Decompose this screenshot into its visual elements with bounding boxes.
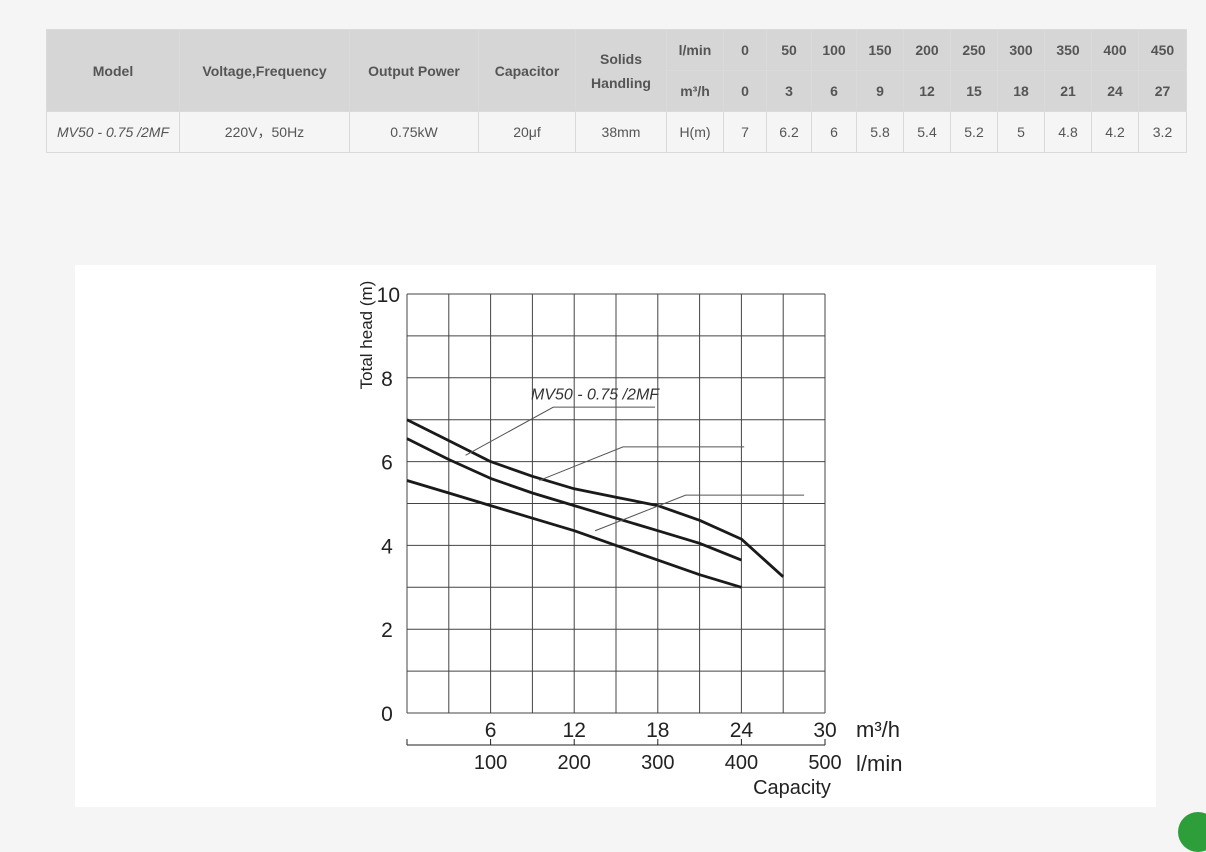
- th-flow-lmin: 250: [950, 29, 998, 71]
- cell-unit: H(m): [666, 111, 724, 153]
- th-unit-lmin: l/min: [666, 29, 724, 71]
- cell-head: 3.2: [1138, 111, 1187, 153]
- th-flow-m3h: 24: [1091, 70, 1139, 112]
- x-tick-label: 6: [485, 719, 497, 742]
- th-flow-lmin: 350: [1044, 29, 1092, 71]
- x-tick-label-secondary: 100: [474, 752, 507, 774]
- x-unit-secondary: l/min: [856, 751, 902, 776]
- cell-head: 5: [997, 111, 1045, 153]
- x-unit-primary: m³/h: [856, 717, 900, 742]
- chart-panel: 0 2 4 6 8 10 6 12 18 24 30 m³/h 100 200 300 400 500 MV50 …: [75, 265, 1156, 807]
- th-flow-lmin: 50: [766, 29, 812, 71]
- th-solids: Solids Handling: [575, 29, 667, 112]
- y-tick-label: 4: [381, 535, 393, 558]
- cell-head: 7: [723, 111, 767, 153]
- spec-table: Model Voltage,Frequency Output Power Cap…: [46, 29, 1187, 153]
- chart-series: [406, 406, 805, 589]
- cell-head: 6: [811, 111, 857, 153]
- cell-power: 0.75kW: [349, 111, 479, 153]
- header-row-m3h: m³/h 0 3 6 9 12 15 18 21 24 27: [47, 70, 1187, 112]
- th-model: Model: [46, 29, 180, 112]
- series-line: [406, 437, 742, 562]
- cell-head: 5.2: [950, 111, 998, 153]
- annotation-label: MV50 - 0.75 /2MF: [531, 386, 660, 403]
- th-flow-m3h: 27: [1138, 70, 1187, 112]
- x-tick-label-secondary: 400: [725, 752, 758, 774]
- x-tick-label-secondary: 200: [558, 752, 591, 774]
- th-flow-m3h: 15: [950, 70, 998, 112]
- th-flow-lmin: 400: [1091, 29, 1139, 71]
- annotation-leader: [594, 494, 805, 532]
- th-flow-m3h: 0: [723, 70, 767, 112]
- cell-capacitor: 20μf: [478, 111, 576, 153]
- th-voltage: Voltage,Frequency: [179, 29, 350, 112]
- cell-voltage: 220V，50Hz: [179, 111, 350, 153]
- th-flow-lmin: 200: [903, 29, 951, 71]
- x-tick-label: 12: [563, 719, 586, 742]
- x-tick-label: 18: [646, 719, 669, 742]
- annotation-leader: [465, 406, 656, 456]
- th-unit-m3h: m³/h: [666, 70, 724, 112]
- cell-head: 4.8: [1044, 111, 1092, 153]
- chat-widget-button[interactable]: [1178, 812, 1206, 852]
- th-flow-lmin: 450: [1138, 29, 1187, 71]
- th-flow-m3h: 21: [1044, 70, 1092, 112]
- y-axis-label: Total head (m): [357, 281, 376, 390]
- th-flow-m3h: 6: [811, 70, 857, 112]
- th-flow-m3h: 9: [856, 70, 904, 112]
- cell-head: 6.2: [766, 111, 812, 153]
- y-tick-label: 10: [377, 284, 400, 307]
- y-tick-label: 0: [381, 703, 393, 726]
- th-flow-m3h: 12: [903, 70, 951, 112]
- cell-solids: 38mm: [575, 111, 667, 153]
- th-power: Output Power: [349, 29, 479, 112]
- series-line: [406, 479, 742, 589]
- cell-model: MV50 - 0.75 /2MF: [46, 111, 180, 153]
- cell-head: 5.4: [903, 111, 951, 153]
- chart-grid: [406, 293, 826, 746]
- x-tick-label: 24: [730, 719, 754, 742]
- x-tick-label-secondary: 500: [808, 752, 841, 774]
- th-flow-lmin: 300: [997, 29, 1045, 71]
- table-row: MV50 - 0.75 /2MF 220V，50Hz 0.75kW 20μf 3…: [46, 111, 1187, 153]
- series-line: [406, 418, 785, 578]
- x-tick-label: 30: [813, 719, 836, 742]
- annotation-leader: [539, 446, 745, 481]
- x-tick-label-secondary: 300: [641, 752, 674, 774]
- cell-head: 4.2: [1091, 111, 1139, 153]
- x-axis-label: Capacity: [753, 777, 831, 799]
- cell-head: 5.8: [856, 111, 904, 153]
- th-flow-lmin: 0: [723, 29, 767, 71]
- th-capacitor: Capacitor: [478, 29, 576, 112]
- y-tick-label: 8: [381, 368, 393, 391]
- th-flow-lmin: 100: [811, 29, 857, 71]
- y-tick-label: 6: [381, 452, 393, 475]
- th-flow-m3h: 18: [997, 70, 1045, 112]
- th-flow-lmin: 150: [856, 29, 904, 71]
- header-row-lmin: Model Voltage,Frequency Output Power Cap…: [46, 29, 1187, 112]
- th-flow-m3h: 3: [766, 70, 812, 112]
- y-tick-label: 2: [381, 619, 393, 642]
